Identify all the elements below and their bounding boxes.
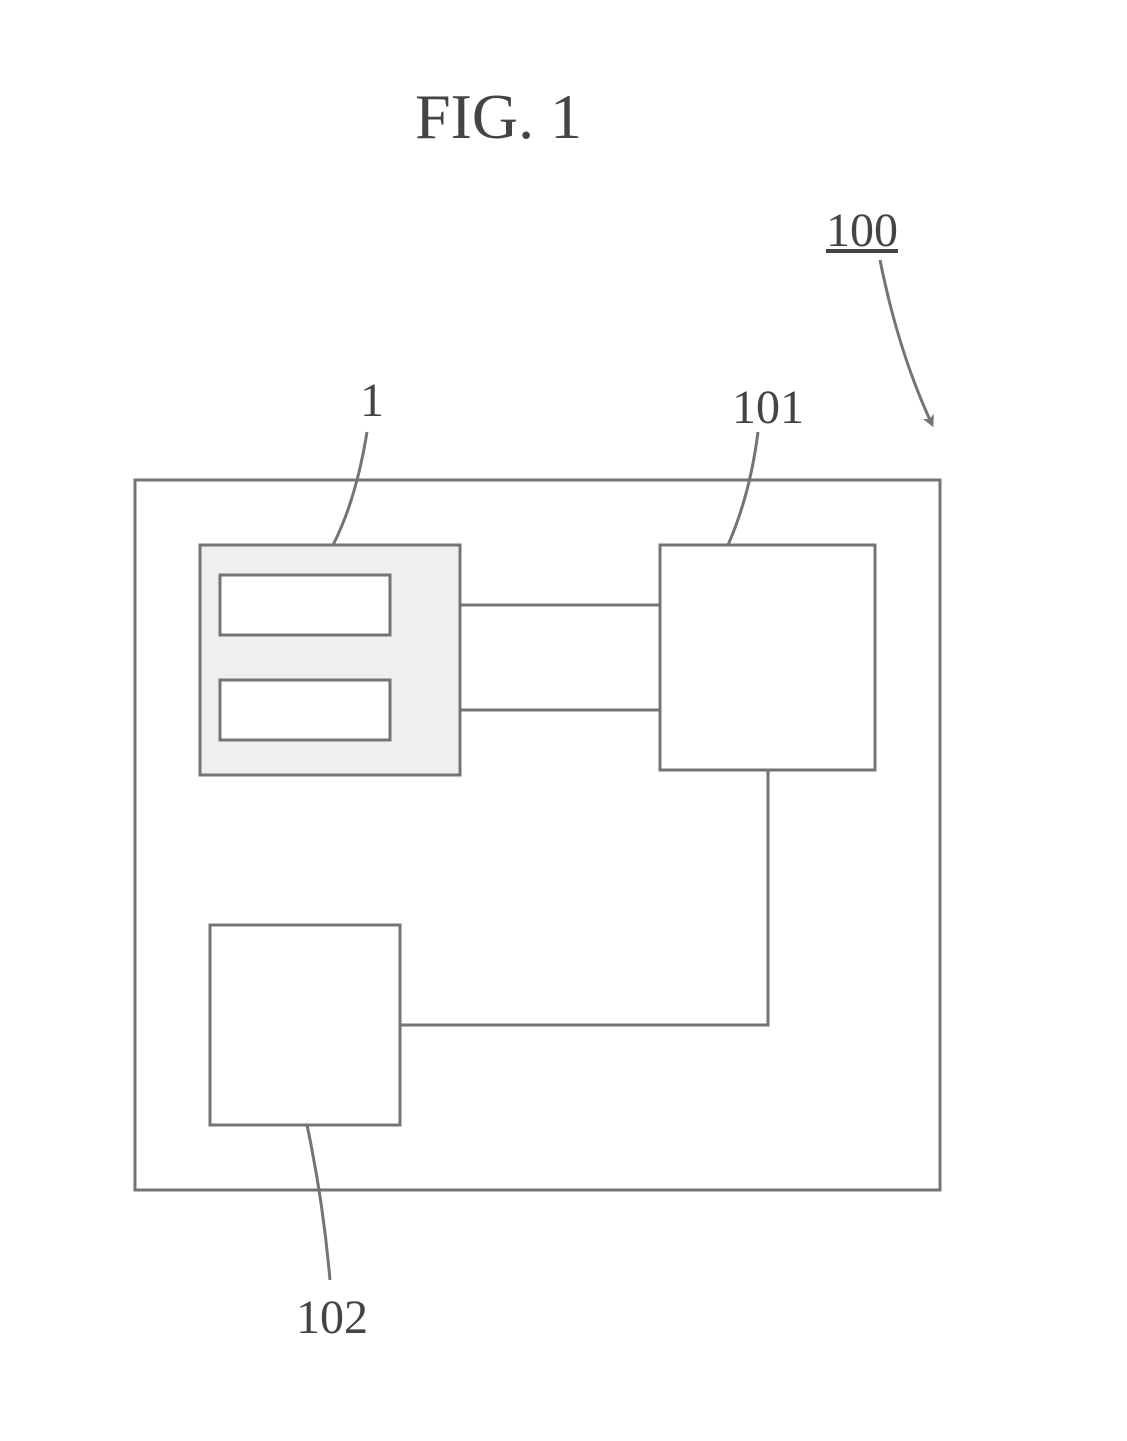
connector-101-to-102 [400,770,768,1025]
leader-1 [333,432,367,545]
box-102 [210,925,400,1125]
box-1-inner-2 [220,680,390,740]
leader-101 [728,432,758,545]
diagram-svg [0,0,1127,1441]
leader-100-arrow [880,260,930,420]
box-101 [660,545,875,770]
box-1-inner-1 [220,575,390,635]
leader-102 [307,1125,330,1280]
